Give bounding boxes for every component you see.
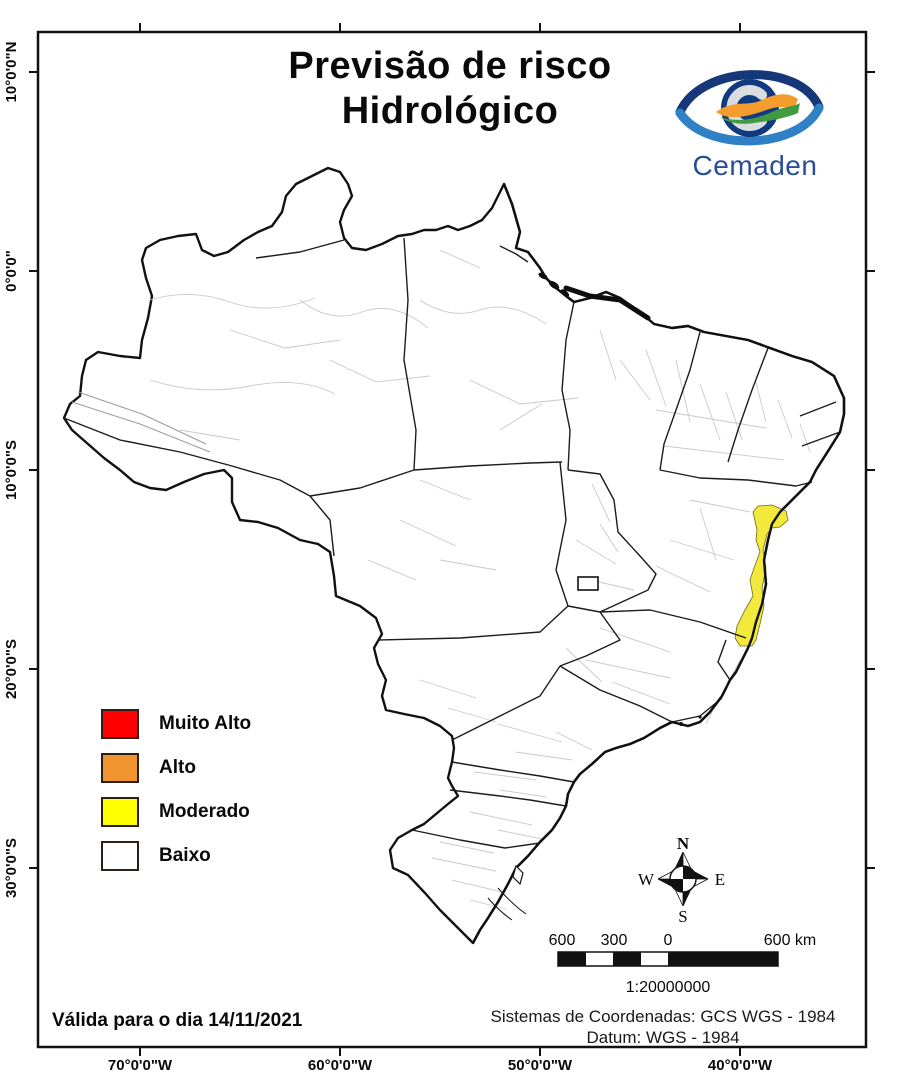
moderado-risk-region bbox=[734, 504, 789, 647]
scale-bar: 600 300 0 600 km 1:20000000 bbox=[549, 932, 817, 996]
y-axis-label-0: 0°0'0" bbox=[3, 250, 20, 292]
cemaden-logo-icon bbox=[675, 70, 824, 146]
compass-rose: N S W E bbox=[638, 834, 725, 926]
x-axis-label-40w: 40°0'0"W bbox=[708, 1057, 773, 1074]
y-axis-label-10n: 10°0'0"N bbox=[3, 42, 20, 103]
legend-label-baixo: Baixo bbox=[159, 845, 211, 866]
scale-label-600km: 600 km bbox=[764, 932, 816, 949]
legend-swatch-alto bbox=[101, 753, 139, 783]
graticule-ticks bbox=[29, 23, 875, 1056]
river-lines bbox=[71, 391, 211, 453]
cemaden-logo-text: Cemaden bbox=[692, 150, 818, 181]
compass-south-label: S bbox=[678, 907, 687, 926]
brazil-coastline-overlay bbox=[471, 183, 846, 944]
compass-north-label: N bbox=[677, 834, 690, 853]
legend-item-alto: Alto bbox=[101, 752, 251, 784]
page-title: Previsão de risco Hidrológico bbox=[190, 44, 710, 134]
distrito-federal-rectangle bbox=[577, 576, 599, 591]
x-axis-label-70w: 70°0'0"W bbox=[108, 1057, 173, 1074]
page-title-line1: Previsão de risco bbox=[288, 45, 612, 87]
scale-ratio-label: 1:20000000 bbox=[626, 979, 711, 996]
compass-west-label: W bbox=[638, 870, 655, 889]
legend-label-moderado: Moderado bbox=[159, 801, 250, 822]
compass-east-label: E bbox=[715, 870, 725, 889]
map-frame bbox=[36, 30, 868, 1049]
municipal-borders bbox=[149, 249, 811, 910]
legend-swatch-muito-alto bbox=[101, 709, 139, 739]
coordinate-system-note: Sistemas de Coordenadas: GCS WGS - 1984 … bbox=[460, 1006, 866, 1049]
legend-label-alto: Alto bbox=[159, 757, 196, 778]
legend-item-baixo: Baixo bbox=[101, 840, 251, 872]
x-axis-label-50w: 50°0'0"W bbox=[508, 1057, 573, 1074]
legend-item-moderado: Moderado bbox=[101, 796, 251, 828]
risk-legend: Muito Alto Alto Moderado Baixo bbox=[101, 708, 251, 884]
legend-swatch-moderado bbox=[101, 797, 139, 827]
crs-line1: Sistemas de Coordenadas: GCS WGS - 1984 bbox=[490, 1007, 836, 1026]
scale-label-0: 0 bbox=[664, 932, 673, 949]
x-axis-label-60w: 60°0'0"W bbox=[308, 1057, 373, 1074]
crs-line2: Datum: WGS - 1984 bbox=[586, 1028, 740, 1048]
y-axis-label-30s: 30°0'0"S bbox=[3, 838, 20, 898]
scale-label-300: 300 bbox=[601, 932, 628, 949]
legend-label-muito-alto: Muito Alto bbox=[159, 713, 252, 734]
validity-note: Válida para o dia 14/11/2021 bbox=[52, 1010, 303, 1031]
amazon-delta-islands bbox=[538, 272, 651, 321]
legend-item-muito-alto: Muito Alto bbox=[101, 708, 251, 740]
y-axis-label-10s: 10°0'0"S bbox=[3, 440, 20, 500]
legend-swatch-baixo bbox=[101, 841, 139, 871]
page-title-line2: Hidrológico bbox=[341, 89, 559, 132]
scale-label-600-left: 600 bbox=[549, 932, 576, 949]
y-axis-label-20s: 20°0'0"S bbox=[3, 639, 20, 699]
coastal-islands bbox=[487, 715, 702, 921]
